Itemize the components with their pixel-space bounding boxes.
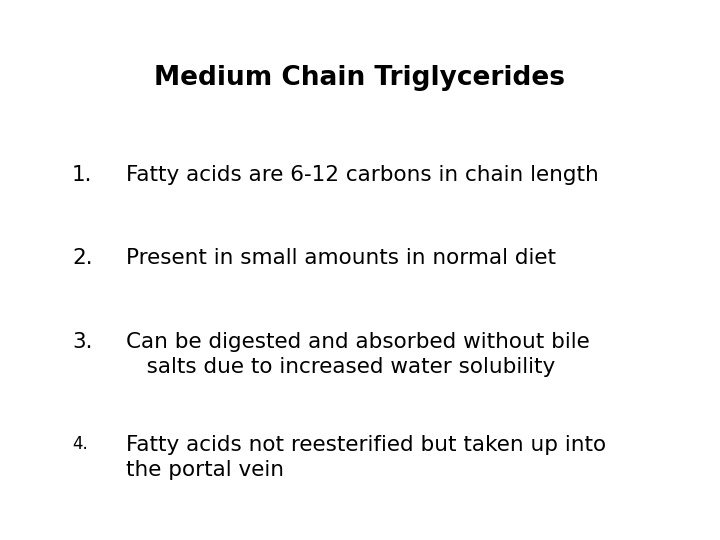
- Text: 4.: 4.: [72, 435, 88, 453]
- Text: Fatty acids not reesterified but taken up into
the portal vein: Fatty acids not reesterified but taken u…: [126, 435, 606, 480]
- Text: 3.: 3.: [72, 332, 92, 352]
- Text: 1.: 1.: [72, 165, 92, 185]
- Text: Medium Chain Triglycerides: Medium Chain Triglycerides: [155, 65, 565, 91]
- Text: Present in small amounts in normal diet: Present in small amounts in normal diet: [126, 248, 556, 268]
- Text: Fatty acids are 6-12 carbons in chain length: Fatty acids are 6-12 carbons in chain le…: [126, 165, 599, 185]
- Text: Can be digested and absorbed without bile
   salts due to increased water solubi: Can be digested and absorbed without bil…: [126, 332, 590, 377]
- Text: 2.: 2.: [72, 248, 93, 268]
